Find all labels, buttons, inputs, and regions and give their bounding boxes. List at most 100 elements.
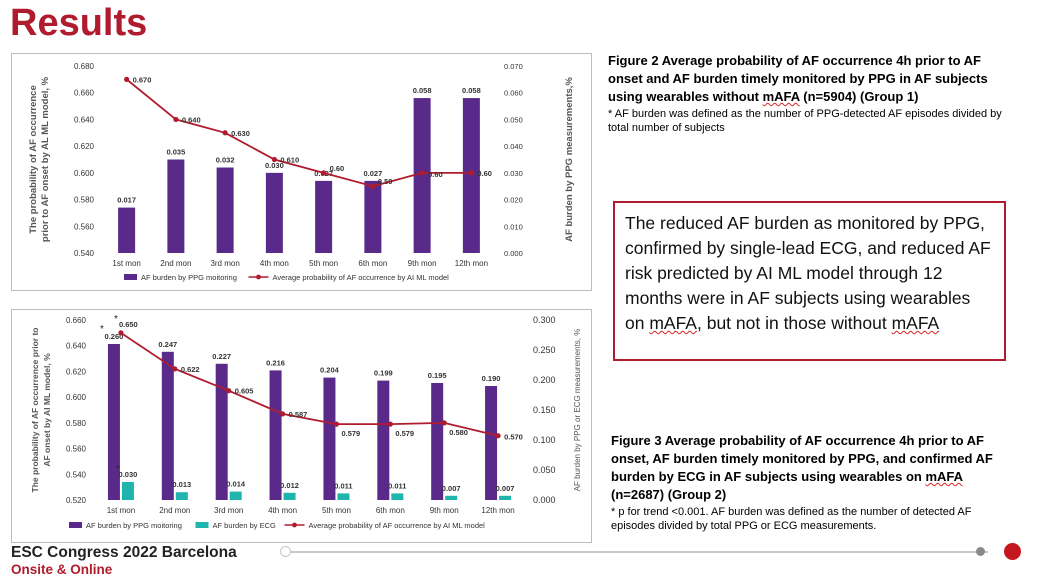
fig3-bar-ppg (269, 370, 282, 500)
fig3-line-label: 0.605 (235, 387, 254, 396)
fig3-bar-label: 0.247 (158, 340, 177, 349)
fig2-line-point (419, 170, 425, 176)
fig2-ytick-label: 0.640 (74, 115, 95, 124)
fig3-line-point (495, 433, 501, 439)
fig3-bar-label: 0.260 (105, 332, 124, 341)
fig2-bar-ppg (216, 167, 234, 253)
fig3-y2tick-label: 0.250 (533, 345, 556, 355)
fig2-bar-ppg (167, 159, 185, 253)
fig2-line-label: 0.60 (428, 170, 443, 179)
fig2-xtick-label: 3rd mon (210, 259, 239, 268)
fig3-xtick-label: 6th mon (376, 506, 405, 515)
fig2-legend-label: AF burden by PPG moitoring (141, 273, 237, 282)
footer-congress: ESC Congress 2022 Barcelona (11, 544, 237, 561)
fig2-line-point (370, 183, 376, 189)
fig3-line-point (333, 421, 340, 427)
fig2-bar-label: 0.058 (462, 86, 481, 95)
footer-divider (284, 551, 988, 553)
fig3-ytick-label: 0.600 (66, 393, 87, 402)
figure3-title-mafa: mAFA (925, 469, 963, 484)
fig2-xtick-label: 4th mon (260, 259, 289, 268)
fig3-bar-ecg (445, 495, 458, 500)
fig2-xtick-label: 2nd mon (160, 259, 191, 268)
fig3-bar-label: 0.007 (496, 484, 515, 493)
fig3-bar-ppg (215, 363, 228, 500)
fig2-bar-label: 0.030 (265, 161, 284, 170)
figure3-title-text: Figure 3 Average probability of AF occur… (611, 433, 993, 484)
fig3-xtick-label: 3rd mon (214, 506, 243, 515)
callout-mafa-1: mAFA (649, 313, 697, 333)
fig3-asterisk: * (114, 314, 118, 325)
callout-text-2: , but not in those without (696, 313, 892, 333)
fig3-bar-label: 0.013 (172, 480, 191, 489)
footer-onsite: Onsite & Online (11, 562, 113, 577)
fig3-ytick-label: 0.540 (66, 470, 87, 479)
fig3-y2tick-label: 0.000 (533, 495, 556, 505)
fig3-xtick-label: 9th mon (430, 506, 459, 515)
fig2-line-label: 0.610 (280, 156, 299, 165)
fig2-y2tick-label: 0.010 (504, 222, 523, 231)
fig2-y2label: AF burden by PPG measurements,% (564, 77, 575, 242)
callout-text: The reduced AF burden as monitored by PP… (625, 213, 991, 333)
fig2-y2tick-label: 0.070 (504, 62, 523, 71)
fig3-line-label: 0.587 (289, 410, 308, 419)
fig2-bar-ppg (118, 207, 136, 253)
fig3-bar-label: 0.199 (374, 369, 393, 378)
fig2-line-label: 0.60 (330, 164, 345, 173)
fig2-line-point (321, 170, 327, 176)
fig3-y2tick-label: 0.200 (533, 375, 556, 385)
fig2-xtick-label: 1st mon (112, 259, 140, 268)
fig2-line-point (468, 170, 474, 176)
fig3-ytick-label: 0.620 (66, 367, 87, 376)
fig2-ylabel: The probability of AF occurrence (28, 85, 39, 234)
fig2-legend-marker (256, 274, 261, 280)
figure3-title-end: (n=2687) (Group 2) (611, 487, 727, 502)
fig3-bar-label: 0.011 (388, 481, 406, 490)
fig3-line-point (172, 366, 178, 372)
fig3-xtick-label: 5th mon (322, 506, 351, 515)
fig3-line-label: 0.650 (119, 320, 138, 329)
fig3-xtick-label: 4th mon (268, 506, 297, 515)
fig3-line-point (441, 420, 447, 426)
figure2-caption: Figure 2 Average probability of AF occur… (608, 52, 1008, 135)
fig2-bar-ppg (315, 180, 333, 253)
fig3-y2tick-label: 0.150 (533, 405, 556, 415)
fig3-bar-ppg (377, 380, 390, 500)
fig2-y2tick-label: 0.050 (504, 115, 523, 124)
fig3-xtick-label: 1st mon (107, 506, 135, 515)
figure3-chart-svg: 0.520 0.540 0.560 0.580 0.600 0.620 0.640 0.660… (30, 314, 582, 530)
fig3-bar-ppg (107, 344, 120, 500)
fig3-bar-ppg (323, 377, 336, 500)
fig3-bar-ppg (161, 351, 174, 500)
footer-dot-gray (976, 547, 985, 556)
fig2-xtick-label: 6th mon (358, 259, 387, 268)
footer: ESC Congress 2022 Barcelona Onsite & Onl… (11, 544, 237, 577)
figure3-caption: Figure 3 Average probability of AF occur… (611, 432, 1016, 533)
fig2-bar-label: 0.027 (363, 169, 382, 178)
fig3-line-point (226, 388, 232, 394)
fig3-xtick-label: 12th mon (481, 506, 514, 515)
footer-dot-small (280, 546, 291, 557)
fig2-bar-ppg (462, 98, 480, 253)
fig2-line-label: 0.59 (378, 177, 393, 186)
fig3-legend-label: AF burden by PPG moitoring (86, 521, 182, 530)
fig3-y2tick-label: 0.300 (533, 315, 556, 325)
summary-callout: The reduced AF burden as monitored by PP… (613, 201, 1006, 361)
fig3-bar-ecg (337, 493, 350, 500)
fig3-ytick-label: 0.560 (66, 445, 87, 454)
fig2-ytick-label: 0.600 (74, 169, 95, 178)
fig3-bar-label: 0.012 (280, 481, 299, 490)
fig2-line-point (271, 156, 277, 163)
fig3-bar-label: 0.030 (119, 470, 138, 479)
fig2-y2tick-label: 0.020 (504, 196, 523, 205)
fig2-bar-ppg (265, 172, 283, 253)
fig3-y2tick-label: 0.100 (533, 435, 556, 445)
fig2-line-point (124, 76, 130, 82)
fig3-line-label: 0.580 (449, 428, 468, 437)
fig2-line-series (126, 78, 472, 188)
figure2-chart-svg: 0.540 0.560 0.580 0.600 0.620 0.640 0.660 0.680… (28, 62, 575, 282)
fig2-line-label: 0.640 (182, 115, 201, 124)
fig3-bar-label: 0.007 (442, 484, 461, 493)
fig3-bar-ecg (175, 492, 188, 500)
fig2-xtick-label: 12th mon (455, 259, 488, 268)
